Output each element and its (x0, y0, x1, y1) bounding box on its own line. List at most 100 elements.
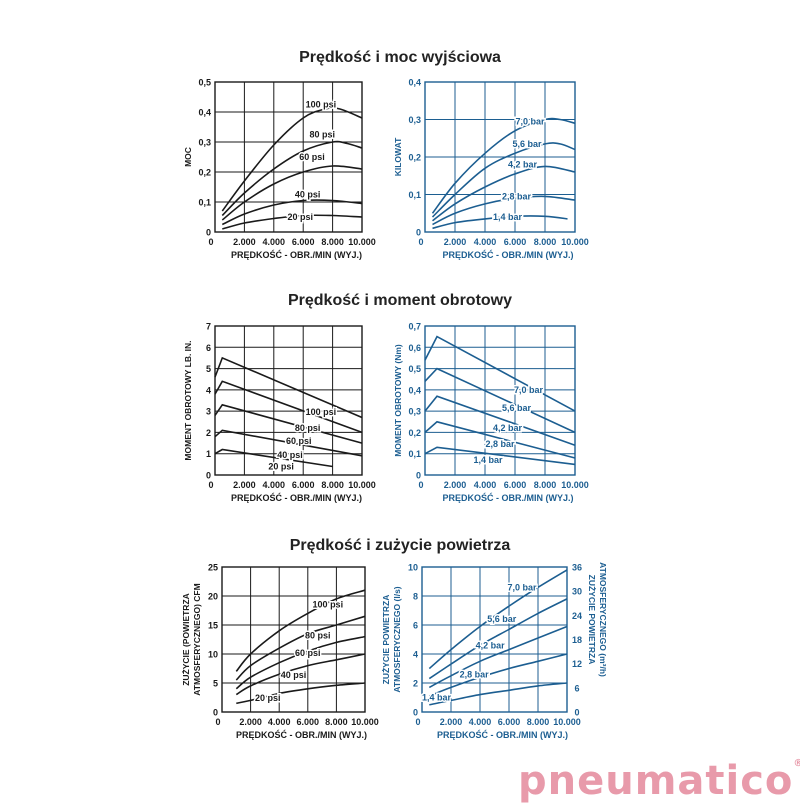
chart2-series-line-1 (431, 117, 576, 214)
chart6-ylabel-line: ZUŻYCIE POWIETRZA (381, 595, 391, 685)
chart4-ytick-label: 0 (416, 471, 421, 481)
chart6-xtick-label: 10.000 (553, 717, 581, 727)
chart1-xtick-label: 8.000 (321, 237, 344, 247)
chart6-series-line-5 (429, 682, 568, 706)
chart6-xlabel: PRĘDKOŚĆ - OBR./MIN (WYJ.) (437, 729, 568, 740)
chart6-ylabel-right-line: ATMOSFERYCZNEGO (m³/h) (598, 562, 608, 677)
chart3-series-line-2 (214, 380, 363, 434)
chart6-series-line-2 (428, 598, 568, 680)
chart5-ytick-label: 15 (208, 621, 218, 631)
chart3-ytick-label: 4 (206, 385, 211, 395)
chart2-xtick-label: 4.000 (474, 237, 497, 247)
chart2-ylabel: KILOWAT (393, 137, 403, 176)
chart1-ytick-label: 0,1 (198, 198, 211, 208)
chart4-xtick-label: 6.000 (504, 480, 527, 490)
chart4-ytick-label: 0,1 (408, 449, 421, 459)
chart3-ytick-label: 6 (206, 343, 211, 353)
chart4-ytick-label: 0,7 (408, 322, 421, 332)
chart2-xtick-label: 0 (418, 237, 423, 247)
chart4-xtick-label: 0 (418, 480, 423, 490)
chart2-series-label-1: 7,0 bar (515, 116, 545, 126)
chart1-xtick-label: 10.000 (348, 237, 376, 247)
chart4-ytick-label: 0,2 (408, 428, 421, 438)
chart4-xtick-label: 8.000 (534, 480, 557, 490)
chart2-ytick-label: 0,1 (408, 190, 421, 200)
chart1-series-line-3 (221, 165, 363, 221)
chart6-xtick-label: 8.000 (527, 717, 550, 727)
chart6-series-line-1 (428, 569, 568, 670)
chart5-series-label-3: 60 psi (295, 648, 321, 658)
chart4-series-line-2 (424, 367, 576, 434)
chart6-ytick-label: 2 (413, 679, 418, 689)
chart4-ylabel: MOMENT OBROTOWY (Nm) (393, 344, 403, 457)
chart6-ytick-label-right: 6 (574, 683, 579, 693)
chart5-series-line-4 (235, 653, 366, 696)
chart4-series-line-3 (424, 395, 576, 446)
chart2-series-line-5 (432, 215, 568, 230)
chart4-series-label-5: 1,4 bar (473, 455, 503, 465)
chart1-ytick-label: 0,5 (198, 78, 211, 88)
chart5-ytick-label: 20 (208, 592, 218, 602)
chart3-frame (214, 325, 363, 476)
chart2-ytick-label: 0,2 (408, 153, 421, 163)
chart6-ytick-label: 4 (413, 650, 418, 660)
chart6-series-label-1: 7,0 bar (508, 582, 538, 592)
chart6-ytick-label: 0 (413, 708, 418, 718)
chart1-xtick-label: 2.000 (233, 237, 256, 247)
chart4-series-label-2: 5,6 bar (502, 403, 532, 413)
chart3-series-line-1 (214, 356, 363, 419)
chart6-ytick-label: 6 (413, 621, 418, 631)
chart4-xlabel: PRĘDKOŚĆ - OBR./MIN (WYJ.) (442, 492, 573, 503)
chart2-series-line-2 (431, 142, 576, 218)
section-title-power: Prędkość i moc wyjściowa (299, 49, 501, 66)
chart3-series-line-3 (214, 403, 363, 444)
chart6-xtick-label: 0 (415, 717, 420, 727)
chart3-xtick-label: 8.000 (321, 480, 344, 490)
chart1-xtick-label: 0 (208, 237, 213, 247)
chart3-xtick-label: 4.000 (263, 480, 286, 490)
chart3-ytick-label: 1 (206, 449, 211, 459)
chart3-ytick-label: 2 (206, 428, 211, 438)
chart3-series-label-4: 40 psi (277, 450, 303, 460)
chart4-ytick-label: 0,3 (408, 407, 421, 417)
chart5-xtick-label: 4.000 (268, 717, 291, 727)
chart5-series-line-3 (235, 635, 366, 690)
chart1-series-label-3: 60 psi (299, 152, 325, 162)
chart4-frame (424, 325, 576, 476)
chart2-xtick-label: 6.000 (504, 237, 527, 247)
chart4-ytick-label: 0,4 (408, 385, 421, 395)
chart6-xtick-label: 6.000 (498, 717, 521, 727)
chart1-series-line-4 (221, 199, 363, 226)
chart3-series-label-3: 60 psi (286, 436, 312, 446)
chart5-series-line-1 (235, 589, 366, 672)
chart2-frame (424, 81, 576, 233)
chart2-xtick-label: 2.000 (444, 237, 467, 247)
chart6-xtick-label: 2.000 (440, 717, 463, 727)
chart5-ytick-label: 25 (208, 563, 218, 573)
chart4-xtick-label: 4.000 (474, 480, 497, 490)
chart6-series-line-4 (429, 653, 568, 697)
chart3-xtick-label: 2.000 (233, 480, 256, 490)
chart5-ytick-label: 5 (213, 679, 218, 689)
chart6-frame (421, 566, 568, 713)
chart1-series-line-5 (222, 214, 363, 230)
chart3-series-label-5: 20 psi (268, 461, 294, 471)
chart3-xtick-label: 0 (208, 480, 213, 490)
chart6-ytick-label: 10 (408, 563, 418, 573)
chart6-series-label-4: 2,8 bar (460, 669, 490, 679)
chart5-ylabel-line: ATMOSFERYCZNEGO) CFM (192, 583, 202, 695)
chart6-ytick-label-right: 0 (574, 708, 579, 718)
chart1-xtick-label: 6.000 (292, 237, 315, 247)
chart1-ytick-label: 0,3 (198, 138, 211, 148)
chart1-series-label-2: 80 psi (310, 130, 336, 140)
chart6-ytick-label-right: 18 (572, 635, 582, 645)
brand-logo: pneumatico® (518, 758, 800, 804)
chart1-series-label-5: 20 psi (288, 212, 314, 222)
chart5-series-line-5 (236, 682, 366, 705)
chart5-frame (221, 566, 366, 713)
brand-registered-mark: ® (793, 758, 800, 769)
chart2-xtick-label: 8.000 (534, 237, 557, 247)
chart1-xlabel: PRĘDKOŚĆ - OBR./MIN (WYJ.) (231, 249, 362, 260)
chart1-series-label-1: 100 psi (306, 100, 337, 110)
chart5-xtick-label: 2.000 (239, 717, 262, 727)
